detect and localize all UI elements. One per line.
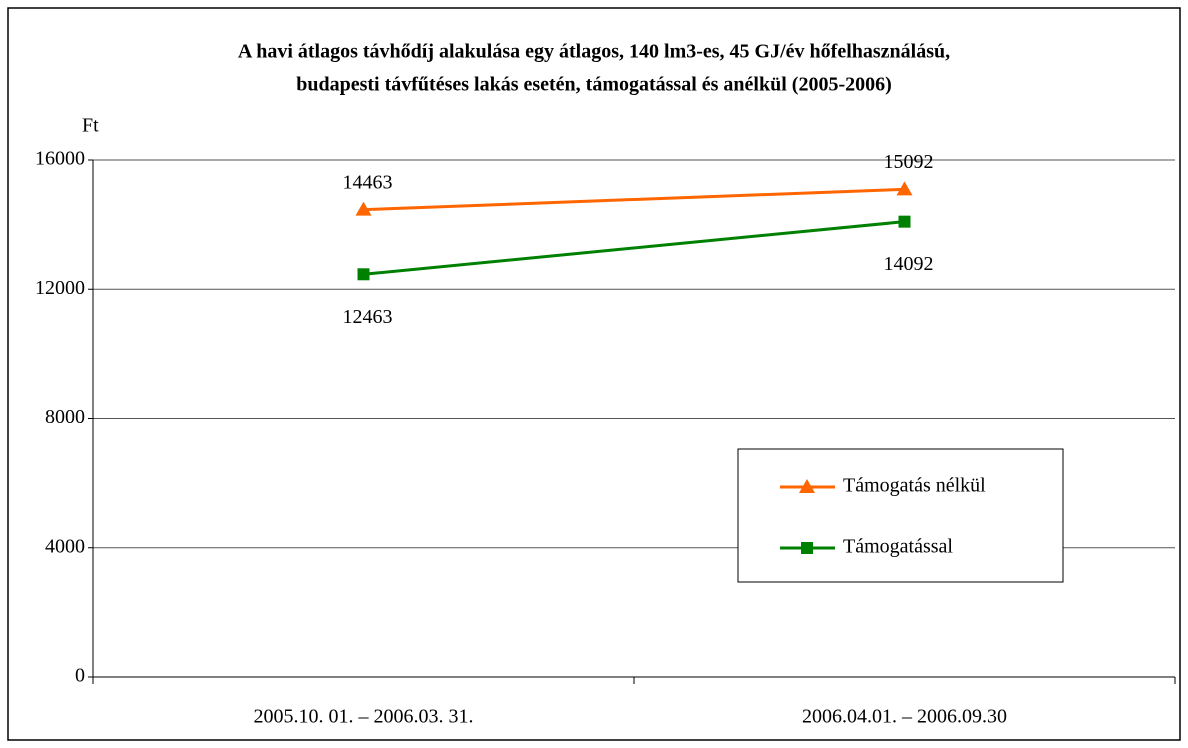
x-tick-label: 2006.04.01. – 2006.09.30 — [802, 706, 1007, 728]
data-label: 14092 — [884, 253, 934, 275]
series-line — [363, 220, 905, 276]
marker — [799, 479, 815, 493]
marker — [357, 268, 370, 281]
x-tick-label: 2005.10. 01. – 2006.03. 31. — [254, 706, 474, 728]
marker — [898, 215, 911, 228]
chart-title: budapesti távfűtéses lakás esetén, támog… — [296, 74, 892, 96]
data-label: 14463 — [343, 171, 393, 193]
marker — [896, 181, 913, 196]
legend-label: Támogatással — [843, 536, 953, 558]
y-tick-label: 0 — [75, 665, 85, 687]
y-tick-label: 16000 — [35, 148, 85, 170]
data-label: 12463 — [343, 306, 393, 328]
marker — [801, 542, 813, 554]
y-tick-label: 4000 — [45, 535, 85, 557]
chart-frame — [7, 7, 1181, 741]
marker — [355, 201, 372, 216]
data-label: 15092 — [884, 151, 934, 173]
series-line — [363, 187, 905, 212]
y-axis-label: Ft — [82, 115, 99, 137]
y-tick-label: 12000 — [35, 277, 85, 299]
legend-box — [737, 448, 1064, 583]
chart-title: A havi átlagos távhődíj alakulása egy át… — [238, 41, 950, 63]
legend-label: Támogatás nélkül — [843, 475, 986, 497]
y-tick-label: 8000 — [45, 406, 85, 428]
